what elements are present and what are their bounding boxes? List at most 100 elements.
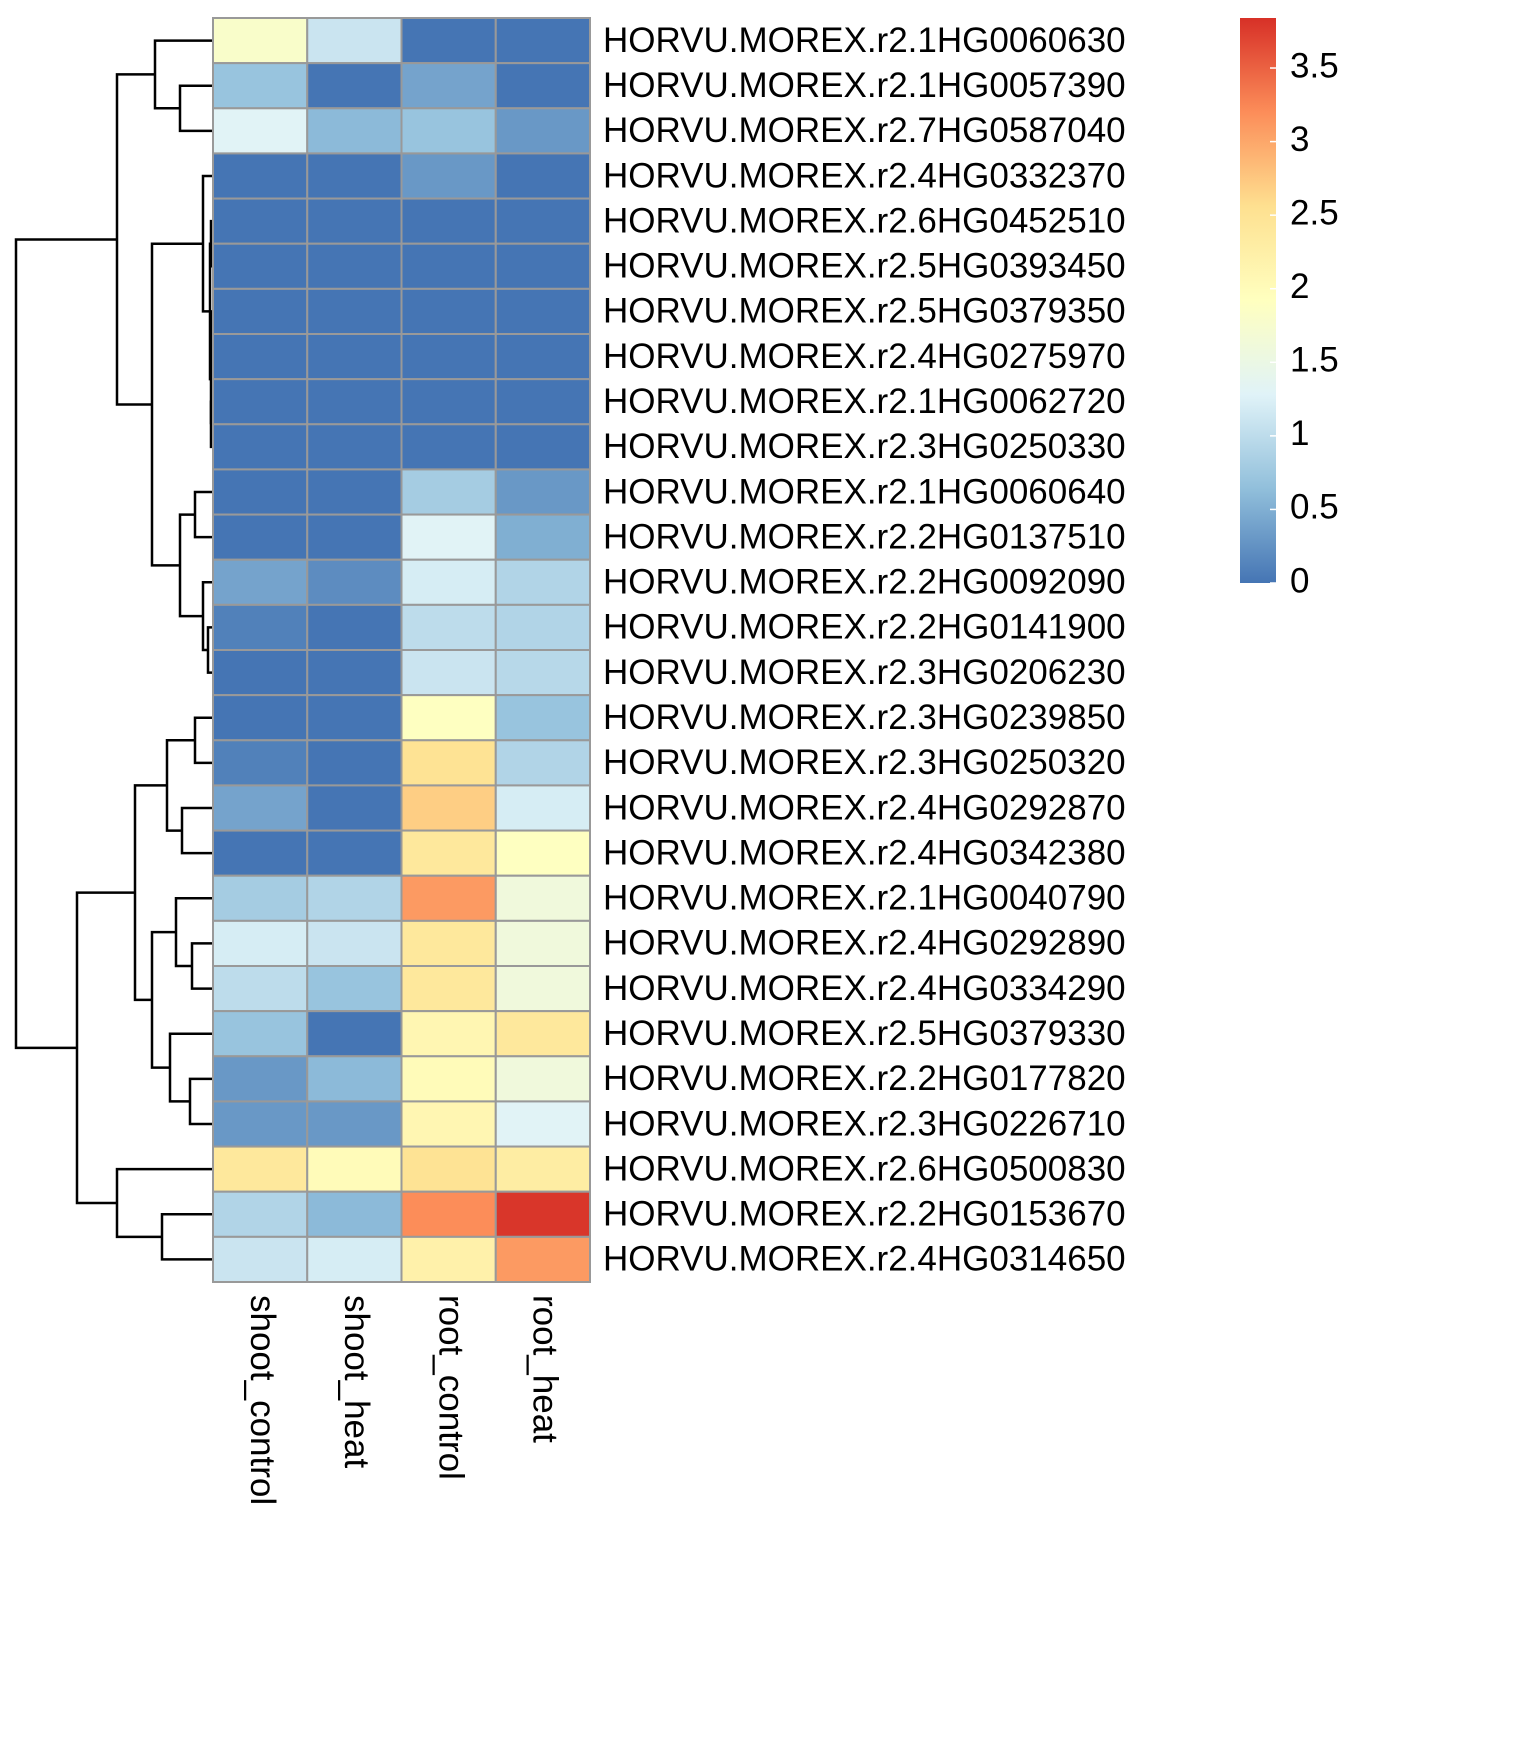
heatmap-cell xyxy=(212,423,309,471)
heatmap-cell xyxy=(306,287,403,336)
colorbar-tick-label: 3 xyxy=(1290,120,1309,159)
row-label: HORVU.MOREX.r2.5HG0393450 xyxy=(603,247,1126,286)
heatmap-cell xyxy=(400,107,497,155)
dendrogram-branch xyxy=(178,84,213,133)
row-label: HORVU.MOREX.r2.4HG0314650 xyxy=(603,1240,1126,1279)
heatmap-cell xyxy=(306,603,403,651)
heatmap-cell xyxy=(306,558,403,606)
heatmap-cell xyxy=(494,242,591,290)
heatmap-cell xyxy=(494,197,591,245)
heatmap-cell xyxy=(494,513,591,561)
heatmap-cell xyxy=(400,197,497,245)
heatmap-cell xyxy=(306,62,403,110)
heatmap-cell xyxy=(494,333,591,381)
heatmap-cell xyxy=(212,919,309,967)
heatmap-cell xyxy=(306,152,403,200)
row-label: HORVU.MOREX.r2.4HG0332370 xyxy=(603,156,1126,195)
heatmap-cell xyxy=(212,558,309,606)
heatmap-cell xyxy=(400,603,497,651)
heatmap-cell xyxy=(494,107,591,155)
heatmap-cell xyxy=(400,468,497,516)
heatmap-cell xyxy=(306,1100,403,1148)
heatmap-cell xyxy=(494,965,591,1013)
heatmap-cell xyxy=(400,1145,497,1193)
heatmap-cell xyxy=(400,1055,497,1103)
heatmap-cell xyxy=(400,152,497,200)
row-label: HORVU.MOREX.r2.2HG0153670 xyxy=(603,1195,1126,1234)
heatmap-cell xyxy=(306,423,403,471)
column-label: root_heat xyxy=(526,1295,565,1443)
row-label: HORVU.MOREX.r2.1HG0062720 xyxy=(603,382,1126,421)
heatmap-cell xyxy=(400,829,497,877)
heatmap-cell xyxy=(494,17,591,65)
row-label: HORVU.MOREX.r2.3HG0226710 xyxy=(603,1104,1126,1143)
heatmap-cell xyxy=(400,333,497,381)
heatmap-cell xyxy=(494,649,591,697)
colorbar-tick-label: 0.5 xyxy=(1290,488,1339,527)
heatmap-cell xyxy=(494,152,591,200)
heatmap-cell xyxy=(212,874,309,922)
heatmap-cell xyxy=(400,739,497,787)
dendrogram-branch xyxy=(178,513,203,618)
heatmap-cell xyxy=(212,62,309,110)
heatmap-cell xyxy=(306,694,403,742)
heatmap-cell xyxy=(212,197,309,245)
heatmap-cell xyxy=(400,874,497,922)
row-label: HORVU.MOREX.r2.3HG0239850 xyxy=(603,698,1126,737)
colorbar-tick-label: 1.5 xyxy=(1290,341,1339,380)
heatmap-cell xyxy=(306,1055,403,1103)
colorbar xyxy=(1240,18,1276,583)
heatmap-cell xyxy=(494,1235,591,1284)
heatmap-cell xyxy=(494,62,591,110)
heatmap-cell xyxy=(306,1145,403,1193)
dendrogram-branch xyxy=(188,1077,213,1126)
row-label: HORVU.MOREX.r2.5HG0379330 xyxy=(603,1014,1126,1053)
heatmap-cell xyxy=(212,468,309,516)
dendrogram-branch xyxy=(168,1032,213,1103)
heatmap-cell xyxy=(494,468,591,516)
heatmap-cell xyxy=(306,242,403,290)
heatmap-cell xyxy=(212,152,309,200)
row-label: HORVU.MOREX.r2.3HG0250320 xyxy=(603,743,1126,782)
heatmap-cell xyxy=(494,919,591,967)
heatmap-cell xyxy=(306,919,403,967)
row-label: HORVU.MOREX.r2.3HG0250330 xyxy=(603,427,1126,466)
row-label: HORVU.MOREX.r2.4HG0342380 xyxy=(603,833,1126,872)
row-label: HORVU.MOREX.r2.1HG0040790 xyxy=(603,879,1126,918)
heatmap-cell xyxy=(212,1235,309,1284)
heatmap-cell xyxy=(400,423,497,471)
heatmap-cell xyxy=(400,919,497,967)
heatmap-cell xyxy=(212,739,309,787)
heatmap-cell xyxy=(494,603,591,651)
heatmap-cell xyxy=(306,513,403,561)
heatmap-cell xyxy=(212,1055,309,1103)
heatmap-cell xyxy=(212,829,309,877)
heatmap-cell xyxy=(400,784,497,832)
heatmap-cell xyxy=(400,513,497,561)
heatmap-cell xyxy=(494,378,591,426)
row-label: HORVU.MOREX.r2.1HG0060630 xyxy=(603,21,1126,60)
heatmap-cell xyxy=(400,287,497,336)
heatmap-cell xyxy=(494,1145,591,1193)
row-label: HORVU.MOREX.r2.4HG0275970 xyxy=(603,337,1126,376)
colorbar-tick-label: 3.5 xyxy=(1290,46,1339,85)
heatmap-cell xyxy=(306,874,403,922)
heatmap-cell xyxy=(494,287,591,336)
heatmap-cell xyxy=(212,107,309,155)
heatmap-cell xyxy=(306,197,403,245)
dendrogram-branch xyxy=(193,490,213,539)
heatmap-cell xyxy=(400,242,497,290)
heatmap-cell xyxy=(494,739,591,787)
heatmap-cell xyxy=(306,649,403,697)
dendrogram-branch xyxy=(75,891,135,1205)
dendrogram-branch xyxy=(193,716,213,765)
dendrogram xyxy=(14,39,213,1261)
heatmap-cell xyxy=(400,694,497,742)
colorbar-tick-label: 1 xyxy=(1290,414,1309,453)
row-label: HORVU.MOREX.r2.1HG0057390 xyxy=(603,66,1126,105)
heatmap-cell xyxy=(494,874,591,922)
heatmap-cell xyxy=(306,378,403,426)
row-label: HORVU.MOREX.r2.1HG0060640 xyxy=(603,472,1126,511)
colorbar-tick-label: 2 xyxy=(1290,267,1309,306)
